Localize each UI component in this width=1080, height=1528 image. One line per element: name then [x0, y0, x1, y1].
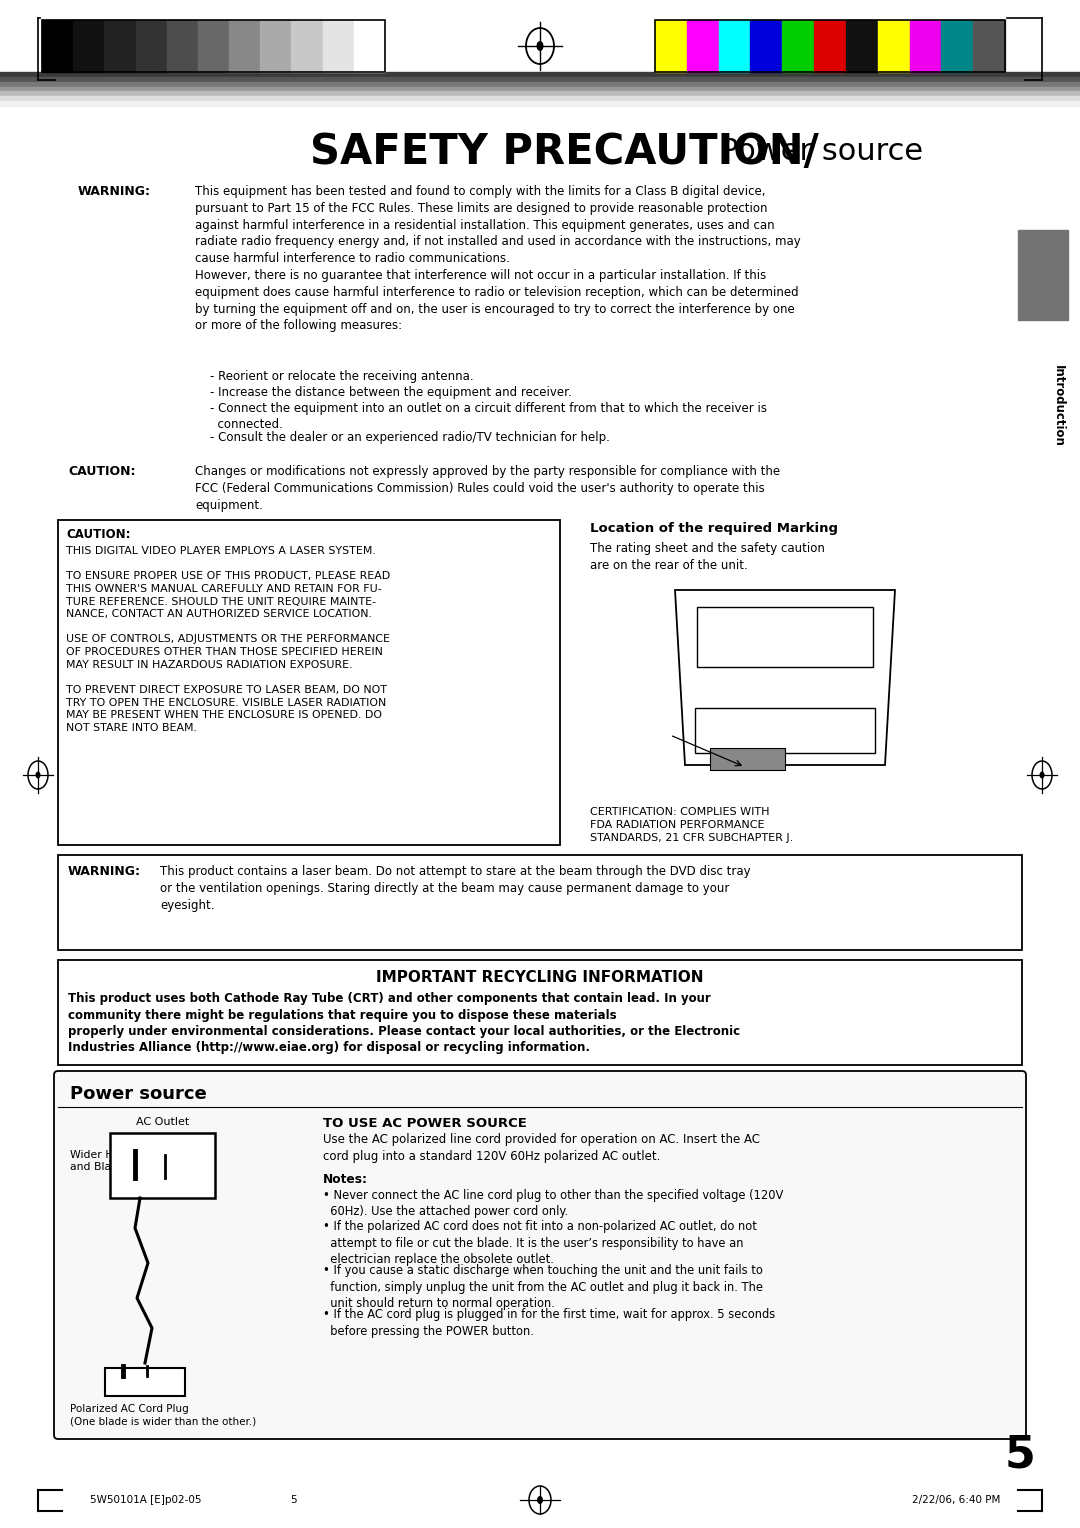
Text: 5W50101A [E]p02-05: 5W50101A [E]p02-05	[90, 1494, 202, 1505]
Bar	[909, 20, 942, 72]
Bar	[0, 76, 1080, 81]
Text: • If the AC cord plug is plugged in for the first time, wait for approx. 5 secon: • If the AC cord plug is plugged in for …	[323, 1308, 775, 1337]
Text: 5: 5	[1004, 1433, 1036, 1476]
Ellipse shape	[1039, 772, 1044, 778]
Bar	[0, 96, 1080, 101]
Bar	[687, 20, 718, 72]
Ellipse shape	[537, 41, 543, 50]
Text: WARNING:: WARNING:	[68, 865, 141, 879]
Text: Changes or modifications not expressly approved by the party responsible for com: Changes or modifications not expressly a…	[195, 465, 780, 512]
Bar	[260, 20, 292, 72]
Text: IMPORTANT RECYCLING INFORMATION: IMPORTANT RECYCLING INFORMATION	[376, 970, 704, 986]
Text: - Connect the equipment into an outlet on a circuit different from that to which: - Connect the equipment into an outlet o…	[210, 402, 767, 431]
Bar	[354, 20, 384, 72]
Bar	[696, 707, 875, 753]
Bar	[42, 20, 73, 72]
Text: • If the polarized AC cord does not fit into a non-polarized AC outlet, do not
 : • If the polarized AC cord does not fit …	[323, 1219, 757, 1267]
Bar	[718, 20, 751, 72]
FancyBboxPatch shape	[54, 1071, 1026, 1439]
Text: The rating sheet and the safety caution
are on the rear of the unit.: The rating sheet and the safety caution …	[590, 542, 825, 571]
Text: Polarized AC Cord Plug
(One blade is wider than the other.): Polarized AC Cord Plug (One blade is wid…	[70, 1404, 256, 1427]
Bar	[0, 92, 1080, 96]
Bar	[1018, 231, 1068, 319]
Text: Power source: Power source	[720, 138, 923, 167]
Bar	[0, 101, 1080, 105]
Bar	[751, 20, 782, 72]
Text: - Consult the dealer or an experienced radio/TV technician for help.: - Consult the dealer or an experienced r…	[210, 431, 610, 445]
Text: 2/22/06, 6:40 PM: 2/22/06, 6:40 PM	[912, 1494, 1000, 1505]
Bar	[654, 20, 687, 72]
Bar	[814, 20, 846, 72]
Bar	[292, 20, 323, 72]
Bar	[654, 20, 1005, 72]
Bar	[846, 20, 878, 72]
Bar	[697, 607, 873, 668]
Text: • Never connect the AC line cord plug to other than the specified voltage (120V
: • Never connect the AC line cord plug to…	[323, 1189, 783, 1218]
Bar	[42, 20, 384, 72]
Bar	[73, 20, 105, 72]
Text: Power source: Power source	[70, 1085, 206, 1103]
Text: This product contains a laser beam. Do not attempt to stare at the beam through : This product contains a laser beam. Do n…	[160, 865, 751, 912]
Text: CAUTION:: CAUTION:	[66, 529, 131, 541]
Text: Location of the required Marking: Location of the required Marking	[590, 523, 838, 535]
Text: This equipment has been tested and found to comply with the limits for a Class B: This equipment has been tested and found…	[195, 185, 800, 333]
Text: This product uses both Cathode Ray Tube (CRT) and other components that contain : This product uses both Cathode Ray Tube …	[68, 992, 740, 1054]
Text: THIS DIGITAL VIDEO PLAYER EMPLOYS A LASER SYSTEM.

TO ENSURE PROPER USE OF THIS : THIS DIGITAL VIDEO PLAYER EMPLOYS A LASE…	[66, 545, 390, 733]
Text: • If you cause a static discharge when touching the unit and the unit fails to
 : • If you cause a static discharge when t…	[323, 1264, 762, 1309]
Text: SAFETY PRECAUTION/: SAFETY PRECAUTION/	[310, 131, 819, 173]
Bar	[323, 20, 354, 72]
Text: CAUTION:: CAUTION:	[68, 465, 135, 478]
Bar	[229, 20, 260, 72]
Bar	[136, 20, 166, 72]
Text: Notes:: Notes:	[323, 1174, 368, 1186]
Bar	[166, 20, 198, 72]
Bar	[58, 960, 1022, 1065]
Ellipse shape	[537, 1496, 543, 1504]
Bar	[110, 1132, 215, 1198]
Bar	[878, 20, 909, 72]
Bar	[942, 20, 973, 72]
Text: Wider Hole
and Blade: Wider Hole and Blade	[70, 1149, 130, 1172]
Text: - Reorient or relocate the receiving antenna.: - Reorient or relocate the receiving ant…	[210, 370, 474, 384]
Bar	[0, 87, 1080, 92]
Bar	[0, 72, 1080, 76]
Bar	[710, 749, 785, 770]
Ellipse shape	[36, 772, 41, 778]
Text: Use the AC polarized line cord provided for operation on AC. Insert the AC
cord : Use the AC polarized line cord provided …	[323, 1132, 760, 1163]
Bar	[973, 20, 1005, 72]
Text: TO USE AC POWER SOURCE: TO USE AC POWER SOURCE	[323, 1117, 527, 1131]
Text: - Increase the distance between the equipment and receiver.: - Increase the distance between the equi…	[210, 387, 571, 399]
Text: AC Outlet: AC Outlet	[136, 1117, 190, 1128]
Bar	[782, 20, 814, 72]
Text: WARNING:: WARNING:	[78, 185, 151, 199]
Bar	[198, 20, 229, 72]
Text: 5: 5	[291, 1494, 297, 1505]
Bar	[58, 520, 561, 845]
Text: Introduction: Introduction	[1052, 365, 1065, 446]
Bar	[105, 20, 136, 72]
Bar	[105, 1368, 185, 1397]
Text: CERTIFICATION: COMPLIES WITH
FDA RADIATION PERFORMANCE
STANDARDS, 21 CFR SUBCHAP: CERTIFICATION: COMPLIES WITH FDA RADIATI…	[590, 807, 793, 843]
Bar	[58, 856, 1022, 950]
Bar	[0, 81, 1080, 87]
